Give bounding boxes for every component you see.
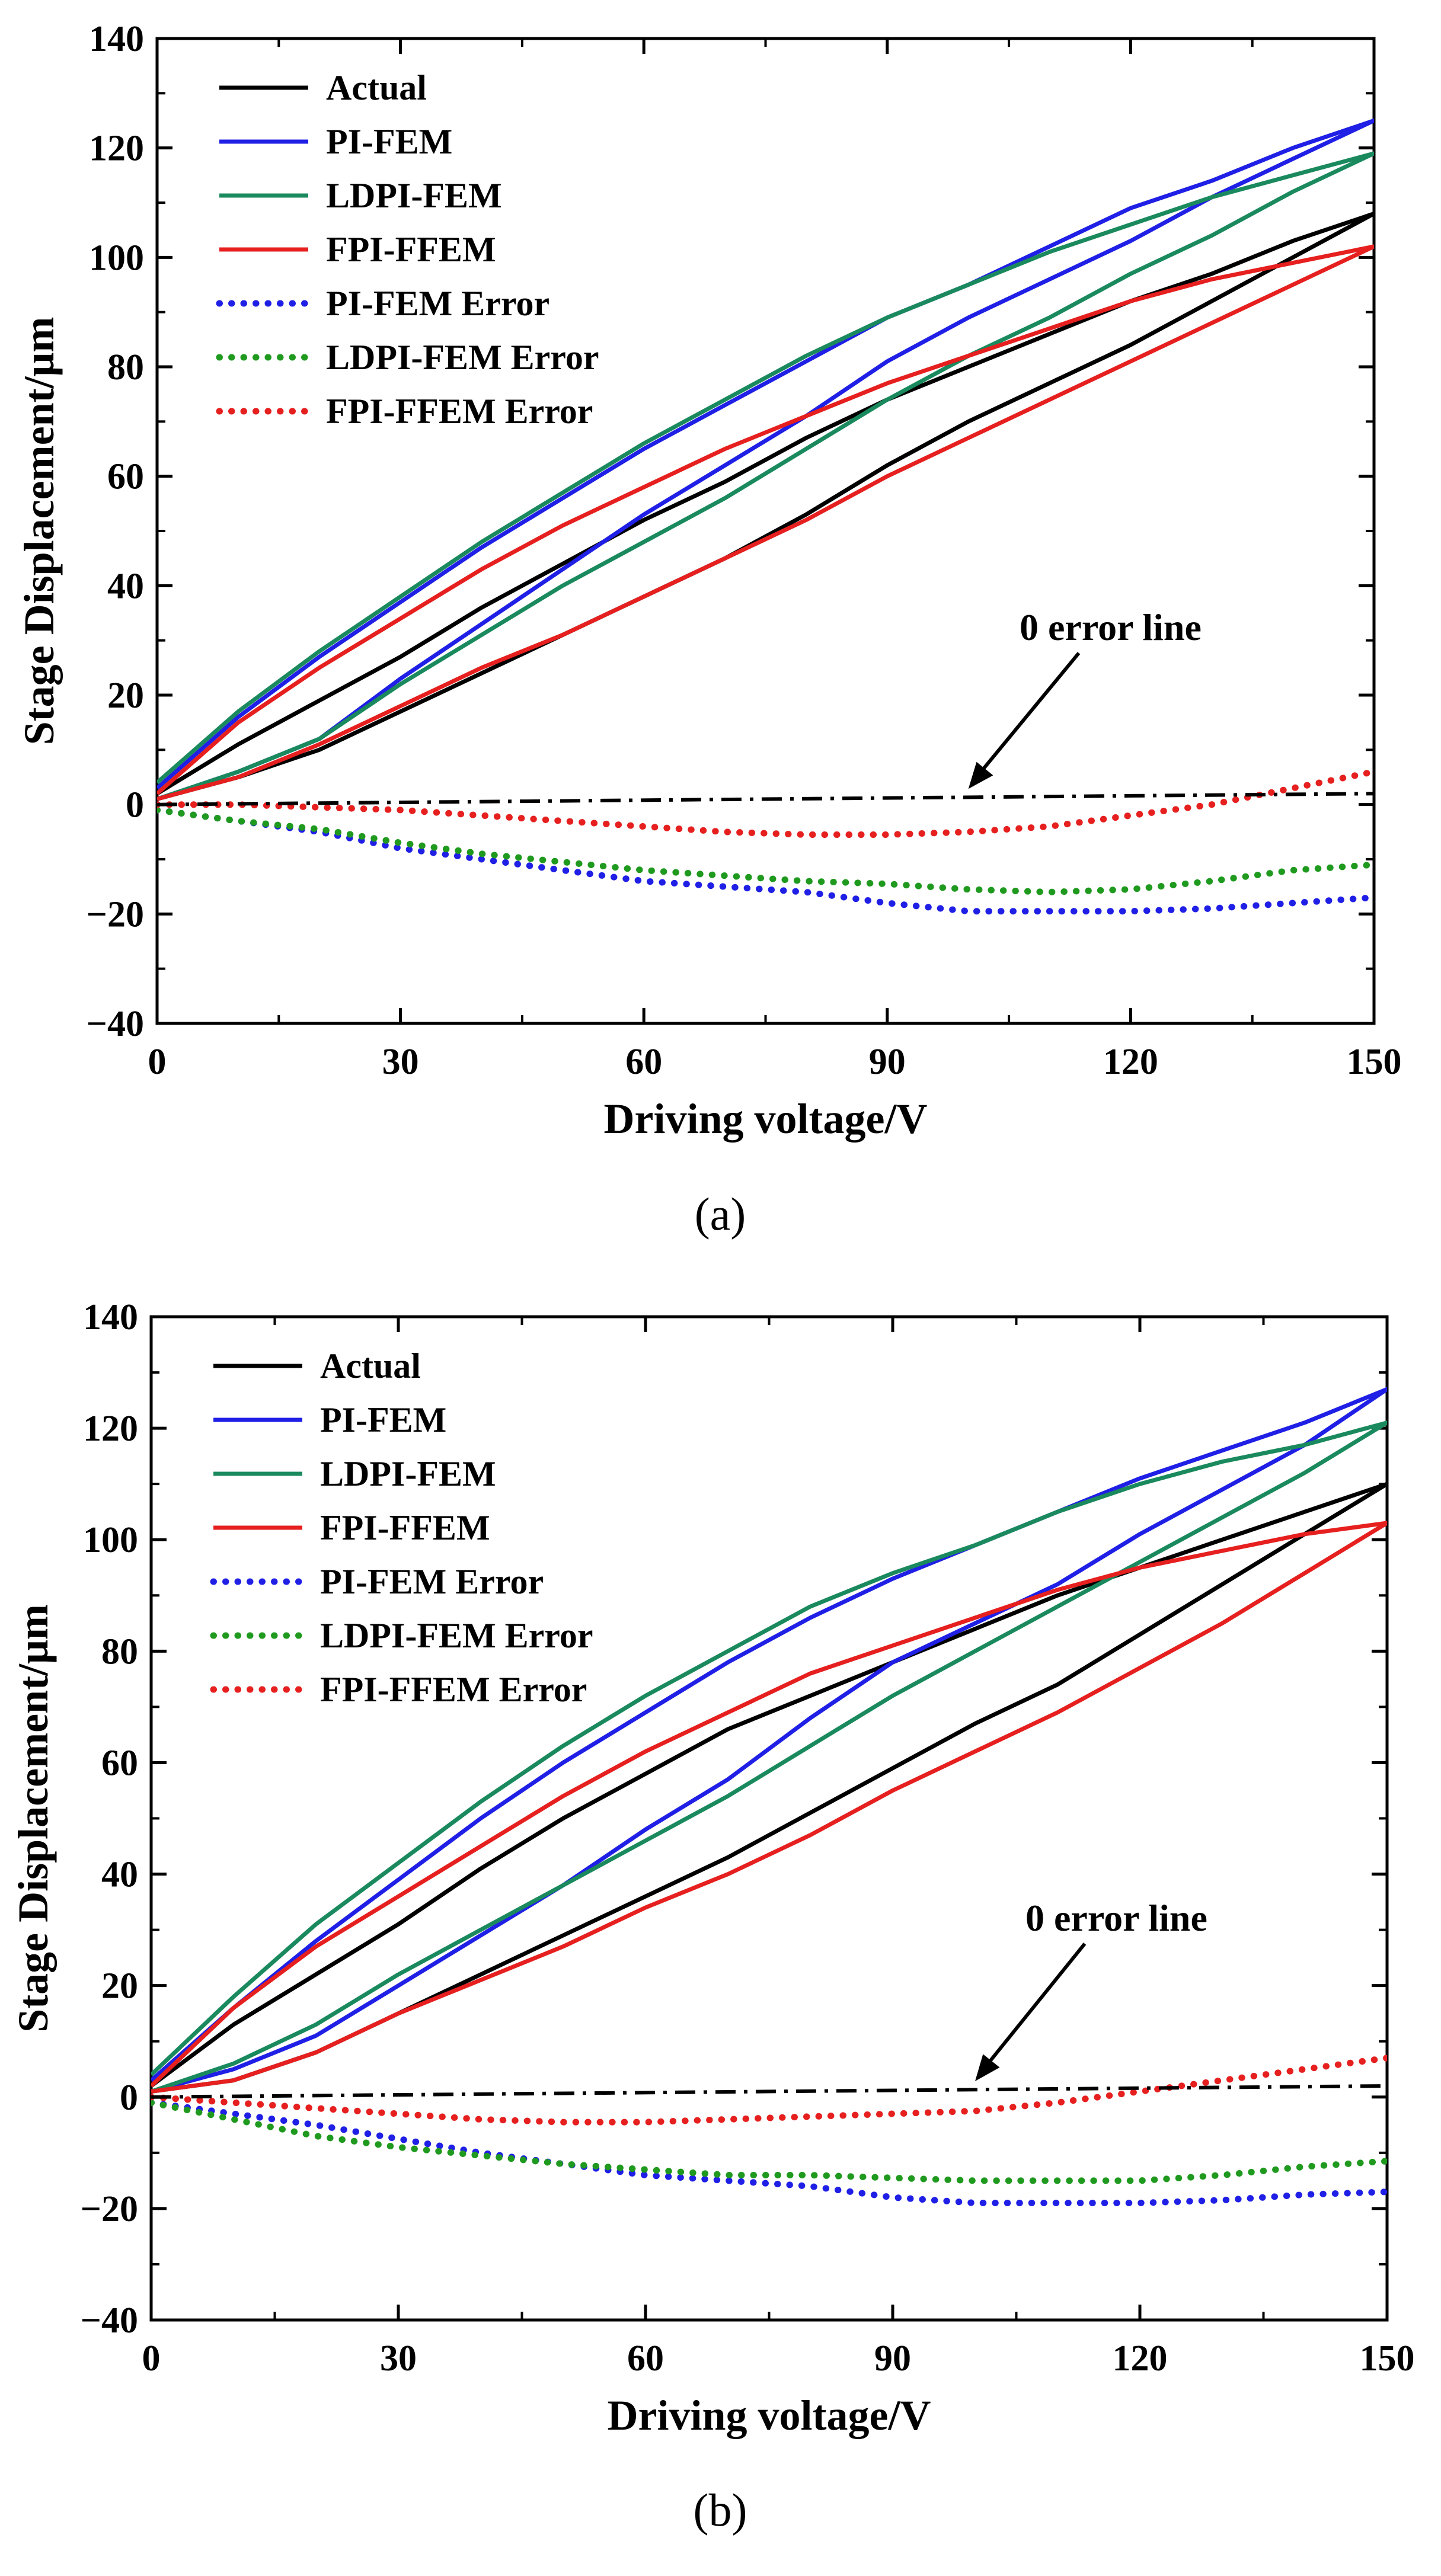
x-tick-label: 60: [625, 1042, 662, 1082]
y-tick-label: 120: [89, 129, 144, 169]
y-axis-title: Stage Displacement/μm: [9, 1604, 57, 2033]
x-tick-label: 90: [869, 1042, 906, 1082]
panel-a: 0 30 60 90 120 150 −40 −20 0 20 40 60 80 100 120 140 Dri…: [15, 19, 1402, 1240]
y-tick-label: 40: [107, 566, 144, 606]
y-tick-label: −20: [87, 894, 144, 935]
x-tick-label: 150: [1347, 1042, 1402, 1082]
y-tick-label: 80: [107, 347, 144, 388]
series-ldpi-fem-error: [151, 2099, 1387, 2184]
series-ldpi-fem: [151, 1420, 1387, 2094]
y-tick-label: 60: [107, 457, 144, 497]
series-pi-fem-error: [157, 807, 1374, 915]
y-tick-label: −40: [87, 1004, 144, 1044]
legend-label: LDPI-FEM: [326, 176, 502, 215]
legend-label: PI-FEM Error: [320, 1562, 544, 1601]
x-axis-title: Driving voltage/V: [608, 2392, 931, 2439]
y-tick-label: 20: [107, 676, 144, 716]
series-actual: [151, 1481, 1387, 2094]
y-tick-label: −40: [81, 2300, 138, 2341]
plot-area: [157, 119, 1374, 915]
series-fpi-ffem: [157, 244, 1374, 801]
x-tick-label: 90: [874, 2338, 911, 2379]
series-fpi-ffem-error: [157, 768, 1374, 838]
y-tick-label: 40: [101, 1855, 138, 1895]
x-tick-label: 150: [1360, 2338, 1415, 2379]
panel-caption: (a): [695, 1188, 746, 1240]
x-tick-label: 30: [380, 2338, 417, 2379]
annotation-label: 0 error line: [1020, 606, 1202, 648]
y-tick-label: 100: [89, 238, 144, 278]
series-0-error-line: [151, 2084, 1387, 2099]
y-tick-label: 140: [83, 1297, 138, 1337]
series-ldpi-fem-error: [157, 807, 1374, 895]
legend-label: Actual: [326, 68, 427, 107]
y-tick-label: 0: [126, 785, 144, 825]
annotation-arrowhead: [975, 2054, 1000, 2081]
x-tick-label: 60: [627, 2338, 664, 2379]
annotation-arrow: [975, 652, 1081, 779]
legend-label: FPI-FFEM: [320, 1508, 490, 1547]
y-tick-label: 20: [101, 1966, 138, 2007]
legend-label: Actual: [320, 1346, 421, 1385]
legend-label: PI-FEM: [326, 122, 452, 161]
annotation-arrowhead: [968, 761, 993, 789]
y-tick-label: 120: [83, 1409, 138, 1449]
y-tick-label: 60: [101, 1743, 138, 1783]
legend-label: PI-FEM: [320, 1400, 446, 1439]
series-pi-fem: [151, 1387, 1387, 2094]
y-tick-label: 0: [120, 2078, 138, 2118]
series-0-error-line: [157, 792, 1374, 807]
legend-label: LDPI-FEM Error: [326, 338, 599, 377]
panel-b: 0 30 60 90 120 150 −40 −20 0 20 40 60 80 100 120 140 Dri…: [9, 1297, 1415, 2536]
legend-label: FPI-FFEM Error: [320, 1670, 587, 1709]
y-tick-label: 140: [89, 19, 144, 59]
y-tick-label: 80: [101, 1631, 138, 1672]
series-pi-fem-error: [151, 2099, 1387, 2206]
plot-area: [151, 1387, 1387, 2206]
annotation-arrow: [982, 1943, 1087, 2071]
legend-label: LDPI-FEM: [320, 1454, 496, 1493]
x-tick-label: 120: [1103, 1042, 1158, 1082]
panel-caption: (b): [694, 2484, 747, 2536]
series-pi-fem: [157, 119, 1374, 801]
y-axis-title: Stage Displacement/μm: [15, 317, 63, 745]
y-tick-label: −20: [81, 2189, 138, 2229]
legend-label: PI-FEM Error: [326, 284, 549, 323]
series-fpi-ffem-error: [151, 2055, 1387, 2126]
legend-label: FPI-FFEM Error: [326, 392, 593, 431]
series-fpi-ffem: [151, 1521, 1387, 2094]
legend-label: LDPI-FEM Error: [320, 1616, 593, 1655]
x-tick-label: 0: [142, 2338, 161, 2379]
series-ldpi-fem: [157, 151, 1374, 801]
x-tick-label: 30: [382, 1042, 419, 1082]
x-axis-title: Driving voltage/V: [604, 1095, 928, 1143]
x-tick-label: 0: [148, 1042, 167, 1082]
y-tick-label: 100: [83, 1520, 138, 1560]
annotation-label: 0 error line: [1025, 1897, 1207, 1939]
legend-label: FPI-FFEM: [326, 230, 496, 269]
x-tick-label: 120: [1113, 2338, 1168, 2379]
